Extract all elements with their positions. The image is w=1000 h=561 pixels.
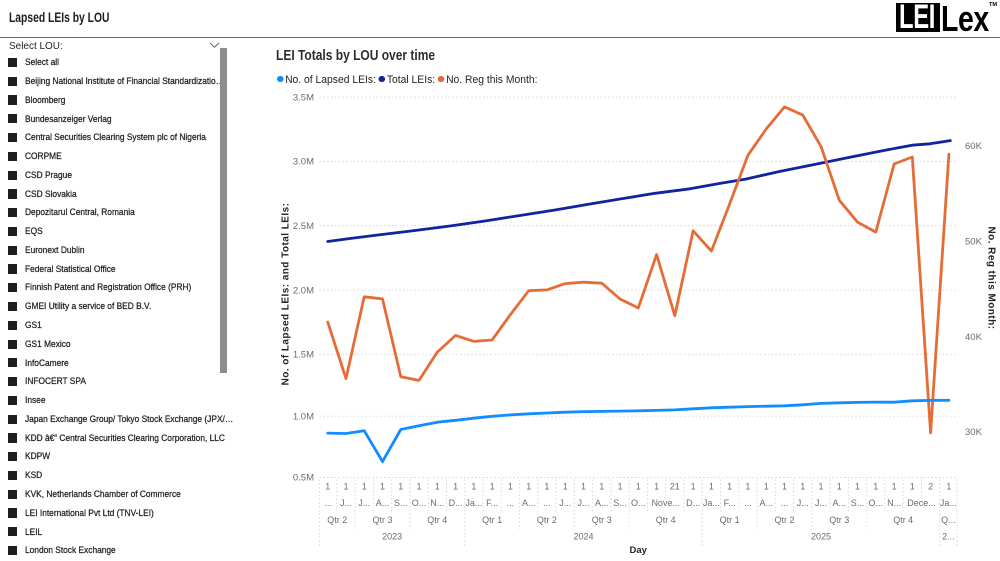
svg-text:Day: Day xyxy=(629,545,647,556)
svg-text:Ja...: Ja... xyxy=(940,498,957,508)
svg-text:Qtr 4: Qtr 4 xyxy=(893,515,913,525)
svg-text:...: ... xyxy=(324,498,332,508)
svg-text:1: 1 xyxy=(691,482,696,492)
svg-text:2025: 2025 xyxy=(811,532,831,542)
svg-text:60K: 60K xyxy=(965,141,983,152)
svg-text:2: 2 xyxy=(928,482,933,492)
svg-text:30K: 30K xyxy=(965,427,983,438)
svg-text:Dece...: Dece... xyxy=(907,498,936,508)
svg-text:1: 1 xyxy=(325,482,330,492)
svg-text:O...: O... xyxy=(412,498,427,508)
svg-text:Qtr 2: Qtr 2 xyxy=(327,515,347,525)
svg-text:1: 1 xyxy=(563,482,568,492)
svg-text:1: 1 xyxy=(910,482,915,492)
svg-text:1: 1 xyxy=(892,482,897,492)
svg-text:1: 1 xyxy=(508,482,513,492)
svg-text:1: 1 xyxy=(873,482,878,492)
svg-text:Qtr 4: Qtr 4 xyxy=(427,515,447,525)
svg-text:40K: 40K xyxy=(965,332,983,343)
svg-text:A...: A... xyxy=(759,498,773,508)
svg-text:1.5M: 1.5M xyxy=(293,350,314,361)
svg-text:1: 1 xyxy=(380,482,385,492)
svg-text:1.0M: 1.0M xyxy=(293,412,314,423)
svg-text:S...: S... xyxy=(851,498,865,508)
svg-text:1: 1 xyxy=(471,482,476,492)
svg-text:1: 1 xyxy=(416,482,421,492)
svg-text:Qtr 2: Qtr 2 xyxy=(537,515,557,525)
svg-text:1: 1 xyxy=(599,482,604,492)
svg-text:A...: A... xyxy=(522,498,536,508)
svg-text:1: 1 xyxy=(490,482,495,492)
svg-text:1: 1 xyxy=(343,482,348,492)
svg-text:1: 1 xyxy=(837,482,842,492)
svg-text:1: 1 xyxy=(818,482,823,492)
svg-text:2.5M: 2.5M xyxy=(293,221,314,232)
svg-text:1: 1 xyxy=(654,482,659,492)
svg-text:F...: F... xyxy=(724,498,736,508)
svg-text:0.5M: 0.5M xyxy=(293,473,314,484)
svg-text:1: 1 xyxy=(727,482,732,492)
svg-text:2023: 2023 xyxy=(382,532,402,542)
svg-text:J...: J... xyxy=(559,498,571,508)
svg-text:J...: J... xyxy=(358,498,370,508)
svg-text:Qtr 2: Qtr 2 xyxy=(774,515,794,525)
svg-text:2.0M: 2.0M xyxy=(293,285,314,296)
svg-text:1: 1 xyxy=(764,482,769,492)
svg-text:D...: D... xyxy=(686,498,700,508)
svg-text:Qtr 1: Qtr 1 xyxy=(482,515,502,525)
svg-text:1: 1 xyxy=(398,482,403,492)
svg-text:J...: J... xyxy=(815,498,827,508)
svg-text:O...: O... xyxy=(869,498,884,508)
svg-text:1: 1 xyxy=(435,482,440,492)
svg-text:1: 1 xyxy=(453,482,458,492)
svg-text:1: 1 xyxy=(946,482,951,492)
svg-text:1: 1 xyxy=(855,482,860,492)
svg-text:S...: S... xyxy=(613,498,627,508)
svg-text:A...: A... xyxy=(833,498,847,508)
svg-text:1: 1 xyxy=(581,482,586,492)
svg-text:1: 1 xyxy=(636,482,641,492)
svg-text:A...: A... xyxy=(595,498,609,508)
svg-text:S...: S... xyxy=(394,498,408,508)
svg-text:J...: J... xyxy=(340,498,352,508)
svg-text:Qtr 1: Qtr 1 xyxy=(720,515,740,525)
svg-text:50K: 50K xyxy=(965,237,983,248)
svg-text:Nove...: Nove... xyxy=(651,498,680,508)
svg-text:Qtr 4: Qtr 4 xyxy=(656,515,676,525)
svg-text:2...: 2... xyxy=(942,532,955,542)
svg-text:J...: J... xyxy=(577,498,589,508)
svg-text:1: 1 xyxy=(800,482,805,492)
svg-text:Ja...: Ja... xyxy=(465,498,482,508)
svg-text:3.5M: 3.5M xyxy=(293,92,314,103)
svg-text:1: 1 xyxy=(782,482,787,492)
svg-text:1: 1 xyxy=(544,482,549,492)
svg-text:...: ... xyxy=(543,498,551,508)
svg-text:1: 1 xyxy=(745,482,750,492)
svg-text:No. Reg this Month:: No. Reg this Month: xyxy=(986,227,997,330)
svg-text:1: 1 xyxy=(709,482,714,492)
svg-text:O...: O... xyxy=(631,498,646,508)
svg-text:Ja...: Ja... xyxy=(703,498,720,508)
svg-text:2024: 2024 xyxy=(573,532,593,542)
svg-text:1: 1 xyxy=(526,482,531,492)
svg-text:A...: A... xyxy=(376,498,390,508)
svg-text:No. of Lapsed LEIs: and Total: No. of Lapsed LEIs: and Total LEIs: xyxy=(281,203,292,386)
svg-text:Qtr 3: Qtr 3 xyxy=(829,515,849,525)
svg-text:Q...: Q... xyxy=(941,515,956,525)
svg-text:N...: N... xyxy=(887,498,901,508)
svg-text:Qtr 3: Qtr 3 xyxy=(372,515,392,525)
svg-text:1: 1 xyxy=(362,482,367,492)
svg-text:...: ... xyxy=(744,498,752,508)
svg-text:21: 21 xyxy=(670,482,680,492)
svg-text:...: ... xyxy=(507,498,515,508)
svg-text:F...: F... xyxy=(486,498,498,508)
svg-text:1: 1 xyxy=(617,482,622,492)
svg-text:J...: J... xyxy=(797,498,809,508)
svg-text:D...: D... xyxy=(449,498,463,508)
svg-text:N...: N... xyxy=(430,498,444,508)
svg-text:3.0M: 3.0M xyxy=(293,157,314,168)
svg-text:Qtr 3: Qtr 3 xyxy=(592,515,612,525)
svg-text:...: ... xyxy=(781,498,789,508)
